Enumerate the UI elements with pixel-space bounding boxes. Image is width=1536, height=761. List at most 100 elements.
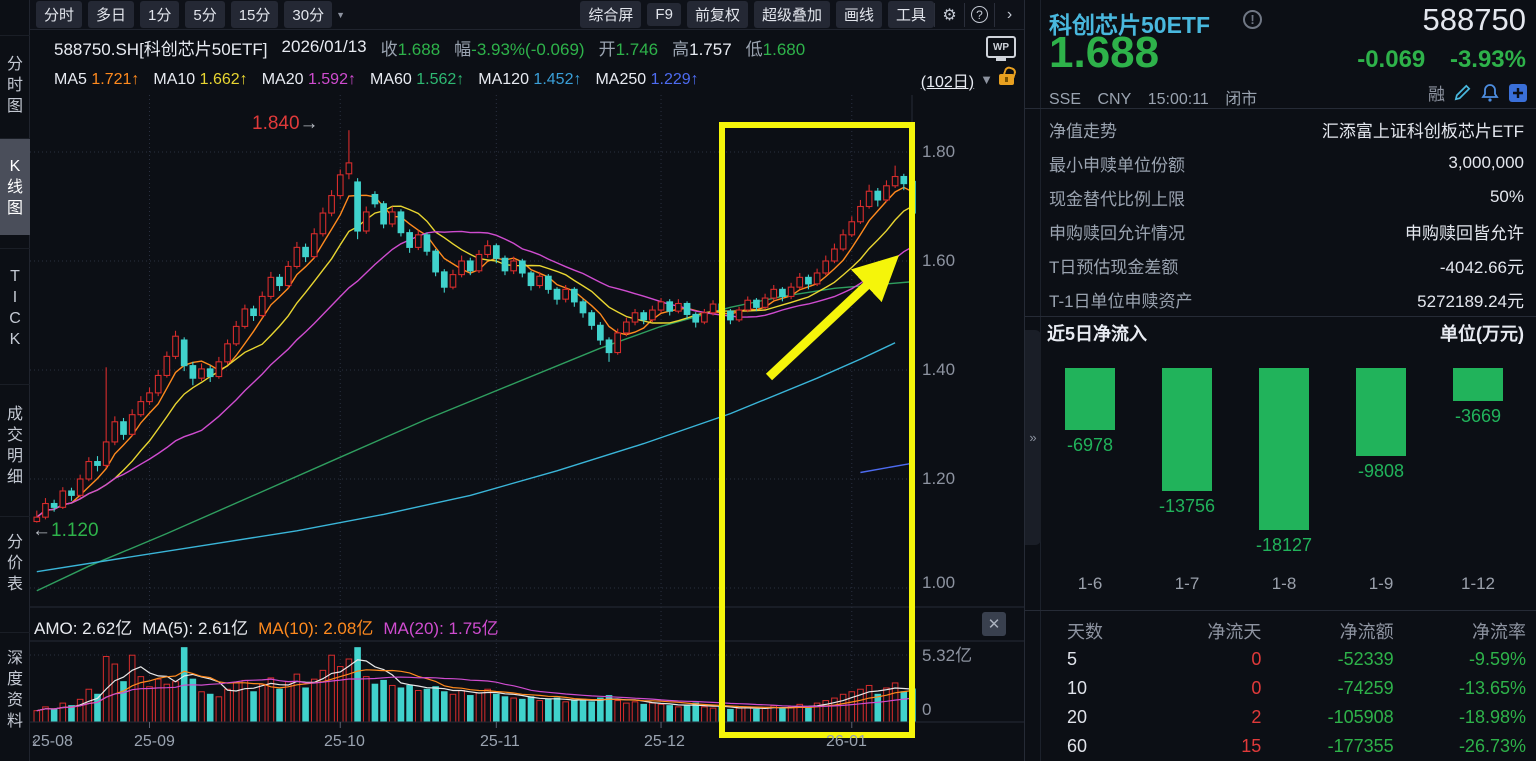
flow-table-row: 10 0 -74259 -13.65% [1043, 674, 1526, 703]
candle-body [250, 308, 257, 317]
candle-body [380, 203, 387, 225]
unlock-icon[interactable] [999, 74, 1014, 85]
toolbar-action-1[interactable]: 综合屏 [580, 1, 642, 28]
ma-label: MA5 [54, 70, 92, 88]
volume-bar [779, 707, 786, 723]
sidebar-item-char: 图 [6, 98, 23, 115]
volume-bar [241, 679, 249, 723]
candle-body [302, 246, 309, 258]
volume-bar [761, 707, 769, 723]
candle-body [206, 368, 214, 378]
panel-collapse-handle[interactable]: » [1025, 330, 1041, 545]
sidebar-item-4[interactable]: 成交明细 [0, 384, 30, 506]
candle-body [744, 299, 752, 311]
detail-value: 申购赎回皆允许 [1405, 223, 1524, 243]
toolbar-dropdown-icon[interactable]: ▼ [336, 9, 346, 20]
quote-field-1: 收1.688 [381, 35, 441, 60]
quote-field-value: 1.746 [615, 39, 659, 59]
toolbar-action-4[interactable]: 超级叠加 [753, 1, 830, 28]
candle-body [371, 193, 379, 205]
volume-bar [501, 696, 509, 723]
volume-bar [467, 695, 474, 723]
volume-ma-line [36, 676, 912, 712]
info-icon[interactable]: ! [1243, 10, 1262, 29]
flow-table-header: 天数 净流天 净流额 净流率 [1043, 616, 1526, 645]
candle-body [675, 302, 682, 312]
axis-scroll-left-icon[interactable]: ‹ [32, 733, 37, 750]
volume-bar [163, 683, 171, 723]
price-axis-label: 1.40 [922, 360, 956, 379]
indicator-close-button[interactable]: ✕ [982, 612, 1006, 636]
alert-bell-icon[interactable] [1480, 83, 1500, 103]
fund-title[interactable]: 科创芯片50ETF [1049, 12, 1211, 38]
flow-table-header-cell: 净流天 [1207, 621, 1262, 642]
candle-body [813, 272, 821, 285]
volume-bar [787, 706, 795, 723]
volume-ma-line [36, 669, 912, 712]
quote-field-label: 低 [745, 39, 763, 59]
sidebar-item-1[interactable]: 分时图 [0, 35, 30, 135]
wp-screen-icon[interactable]: WP [986, 36, 1016, 61]
settings-gear-icon[interactable]: ⚙ [934, 2, 964, 27]
chevron-down-icon[interactable]: ▼ [980, 72, 993, 87]
sidebar-item-6[interactable]: 深度资料 [0, 632, 30, 746]
quote-meta: SSE CNY 15:00:11 闭市 [1049, 85, 1269, 109]
toolbar-tab-3[interactable]: 1分 [140, 1, 180, 28]
toolbar-tab-4[interactable]: 5分 [185, 1, 225, 28]
help-icon[interactable]: ? [964, 2, 994, 27]
help-question-glyph: ? [971, 6, 988, 23]
net-inflow-bar-date: 1-6 [1077, 574, 1103, 593]
period-selector[interactable]: (102日) [920, 73, 975, 91]
candle-body [85, 461, 93, 480]
sidebar-item-char: 细 [6, 468, 23, 486]
candle-body [458, 260, 465, 276]
candle-body [874, 190, 882, 201]
net-rate-cell: -26.73% [1458, 736, 1526, 756]
candle-body [657, 301, 665, 311]
kline-chart[interactable]: 1.80 1.60 1.40 1.20 1.00 5.32亿 0 25-08 25-09 25-1… [30, 95, 1024, 761]
toolbar-action-3[interactable]: 前复权 [686, 1, 748, 28]
last-price: 1.688 [1049, 28, 1160, 77]
edit-pencil-icon[interactable] [1453, 83, 1472, 102]
candle-body [761, 297, 769, 308]
volume-bar [640, 703, 648, 723]
volume-bar [59, 702, 67, 723]
candle-body [570, 288, 578, 303]
detail-value: 50% [1489, 187, 1524, 206]
candle-body [536, 275, 544, 287]
sidebar-item-char: 明 [6, 447, 23, 465]
candle-body [779, 288, 786, 297]
fund-code: 588750 [1422, 2, 1526, 37]
candle-body [440, 271, 448, 288]
toolbar-tab-6[interactable]: 30分 [284, 1, 333, 28]
toolbar-tab-1[interactable]: 分时 [36, 1, 83, 28]
net-inflow-bar [1453, 368, 1503, 401]
sidebar-item-char: I [12, 288, 18, 306]
expand-chevron-icon[interactable]: › [994, 2, 1024, 27]
detail-label: 最小申赎单位份额 [1049, 155, 1185, 175]
net-days-cell: 2 [1251, 707, 1262, 727]
candle-body [362, 211, 370, 232]
sidebar-item-5[interactable]: 分价表 [0, 516, 30, 610]
net-inflow-bar-date: 1-9 [1368, 574, 1394, 593]
toolbar-tab-5[interactable]: 15分 [230, 1, 279, 28]
month-axis-label: 26-01 [826, 733, 867, 750]
candle-body [805, 276, 812, 285]
toolbar-tab-2[interactable]: 多日 [88, 1, 135, 28]
toolbar-action-2[interactable]: F9 [647, 3, 681, 26]
quote-field-value: 1.757 [689, 39, 732, 59]
volume-bar [440, 691, 448, 723]
month-axis-label: 25-10 [324, 733, 365, 750]
candle-body [822, 260, 830, 274]
volume-bar [380, 679, 387, 723]
detail-row-5: T日预估现金差额 -4042.66元 [1049, 248, 1524, 282]
price-change: -0.069 -3.93% [1357, 46, 1526, 74]
add-plus-icon[interactable] [1508, 83, 1528, 103]
toolbar-action-5[interactable]: 画线 [835, 1, 882, 28]
toolbar-action-6[interactable]: 工具 [887, 1, 934, 28]
candle-body [553, 288, 561, 300]
quote-field-5: 低1.680 [746, 35, 806, 60]
ma-value: 1.229↑ [650, 70, 699, 88]
